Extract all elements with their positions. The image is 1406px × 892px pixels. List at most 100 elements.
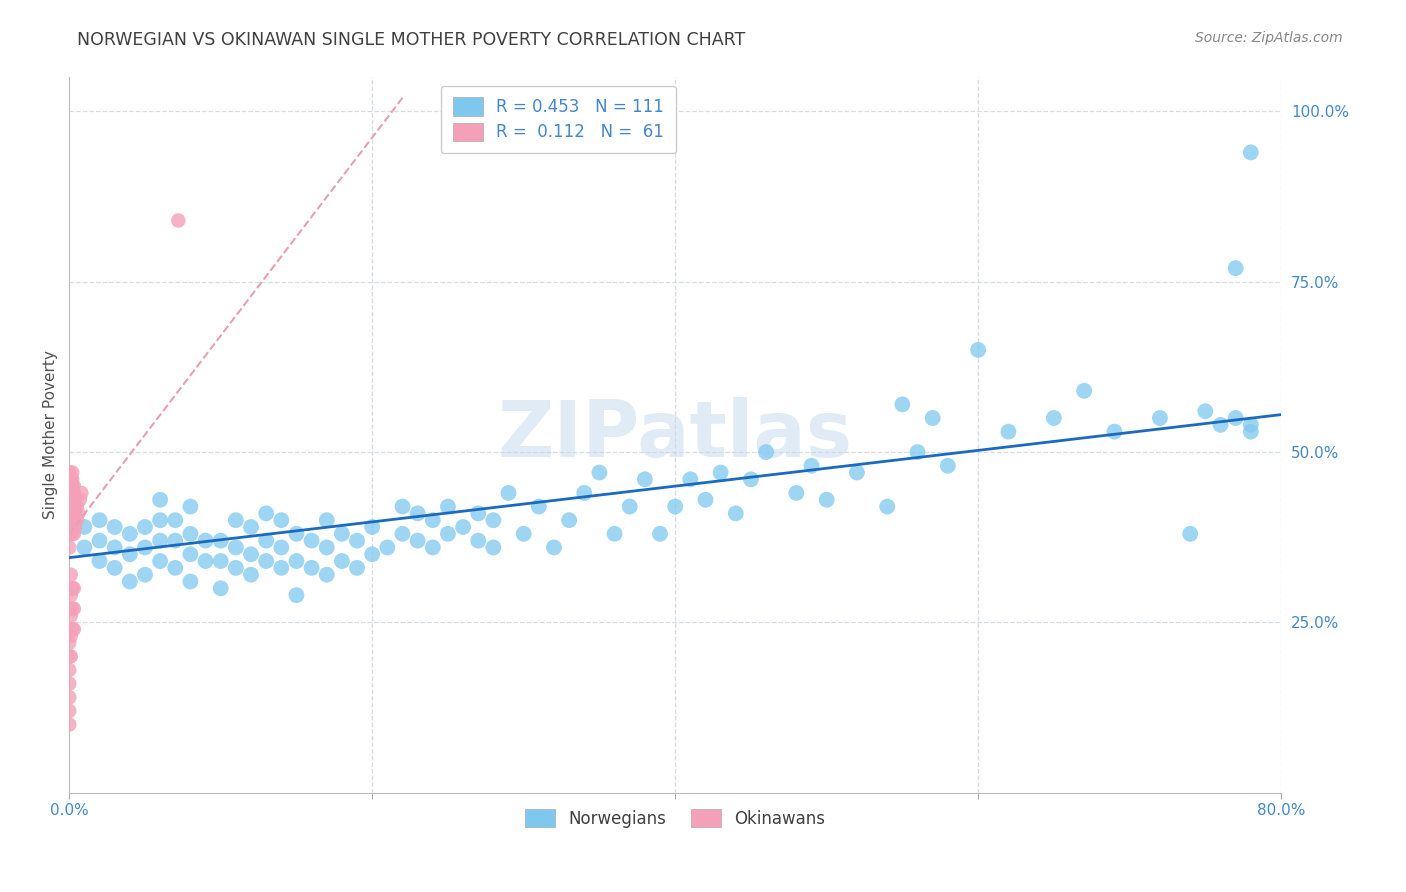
Point [59, 479, 82, 493]
Point [59, 492, 82, 507]
Point [65, 492, 87, 507]
Point [527, 500, 550, 514]
Point [59, 513, 82, 527]
Point [270, 561, 292, 575]
Point [437, 526, 460, 541]
Point [167, 213, 190, 227]
Point [1104, 425, 1126, 439]
Point [62, 513, 84, 527]
Point [62, 479, 84, 493]
Point [73, 541, 96, 555]
Point [648, 526, 671, 541]
Point [209, 554, 232, 568]
Point [315, 513, 337, 527]
Point [1240, 425, 1263, 439]
Point [1240, 145, 1263, 160]
Point [346, 533, 368, 548]
Point [179, 574, 201, 589]
Point [58, 704, 80, 718]
Point [240, 567, 263, 582]
Point [254, 507, 277, 521]
Point [194, 554, 217, 568]
Point [58, 526, 80, 541]
Point [254, 533, 277, 548]
Point [1149, 411, 1171, 425]
Point [59, 500, 82, 514]
Point [118, 526, 141, 541]
Point [482, 541, 505, 555]
Point [936, 458, 959, 473]
Point [66, 500, 89, 514]
Point [58, 676, 80, 690]
Point [209, 533, 232, 548]
Point [69, 492, 91, 507]
Point [225, 513, 247, 527]
Point [1225, 411, 1247, 425]
Point [498, 486, 520, 500]
Point [588, 466, 610, 480]
Point [179, 526, 201, 541]
Point [89, 513, 111, 527]
Point [800, 458, 823, 473]
Point [997, 425, 1019, 439]
Point [118, 574, 141, 589]
Legend: Norwegians, Okinawans: Norwegians, Okinawans [519, 803, 832, 834]
Point [58, 663, 80, 677]
Point [301, 561, 323, 575]
Point [60, 472, 83, 486]
Point [375, 541, 398, 555]
Point [558, 513, 581, 527]
Point [65, 507, 87, 521]
Point [710, 466, 733, 480]
Point [815, 492, 838, 507]
Point [60, 492, 83, 507]
Point [467, 533, 489, 548]
Point [58, 479, 80, 493]
Point [149, 513, 172, 527]
Point [59, 526, 82, 541]
Point [165, 533, 187, 548]
Point [65, 520, 87, 534]
Point [619, 500, 641, 514]
Point [755, 445, 778, 459]
Point [134, 541, 156, 555]
Point [285, 588, 308, 602]
Point [60, 507, 83, 521]
Point [1209, 417, 1232, 432]
Point [876, 500, 898, 514]
Point [60, 601, 83, 615]
Point [451, 520, 474, 534]
Point [482, 513, 505, 527]
Point [270, 541, 292, 555]
Point [59, 588, 82, 602]
Point [58, 472, 80, 486]
Point [724, 507, 747, 521]
Point [422, 513, 444, 527]
Point [391, 500, 413, 514]
Point [315, 541, 337, 555]
Point [59, 507, 82, 521]
Point [785, 486, 807, 500]
Point [361, 520, 384, 534]
Text: Source: ZipAtlas.com: Source: ZipAtlas.com [1195, 31, 1343, 45]
Point [59, 608, 82, 623]
Point [60, 486, 83, 500]
Point [58, 717, 80, 731]
Point [1180, 526, 1202, 541]
Point [104, 520, 127, 534]
Point [58, 507, 80, 521]
Point [58, 486, 80, 500]
Point [194, 533, 217, 548]
Text: ZIPatlas: ZIPatlas [498, 397, 852, 473]
Point [225, 541, 247, 555]
Point [346, 561, 368, 575]
Point [543, 541, 565, 555]
Point [330, 526, 353, 541]
Point [179, 547, 201, 561]
Point [70, 486, 93, 500]
Point [62, 507, 84, 521]
Point [1240, 417, 1263, 432]
Point [391, 526, 413, 541]
Point [240, 547, 263, 561]
Point [967, 343, 990, 357]
